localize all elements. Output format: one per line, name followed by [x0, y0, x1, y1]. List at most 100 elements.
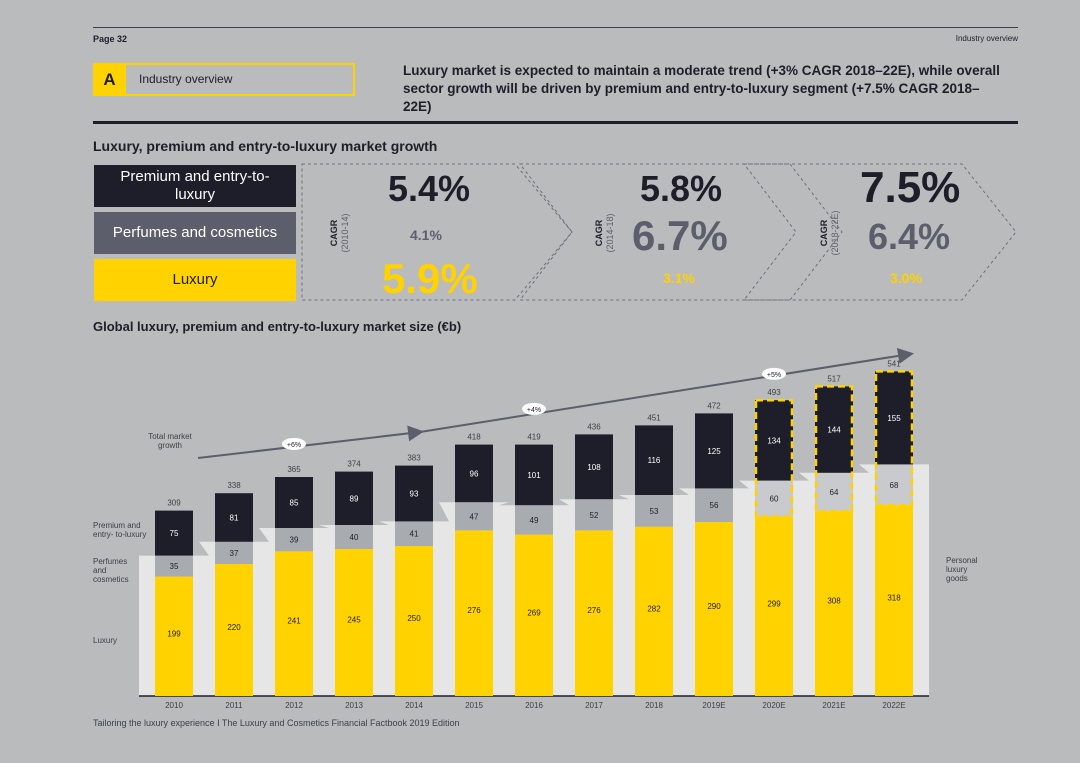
cagr-panel-3-outline: [742, 163, 1017, 301]
label-premium-value: 75: [170, 529, 179, 538]
label-category: 2018: [645, 701, 663, 710]
label-total-value: 451: [647, 413, 661, 422]
label-luxury-value: 276: [467, 606, 481, 615]
label-total-value: 418: [467, 433, 481, 442]
label-premium-value: 85: [290, 499, 299, 508]
cagr-1-premium: 5.4%: [388, 168, 471, 209]
label-category: 2020E: [762, 701, 785, 710]
label-perfumes-value: 52: [590, 511, 599, 520]
bar-premium: [335, 471, 373, 525]
label-premium-value: 108: [587, 463, 601, 472]
legend-perfumes: Perfumes and cosmetics: [94, 212, 296, 254]
label-perfumes-value: 47: [470, 512, 479, 521]
label-luxury-row: Luxury: [93, 636, 118, 645]
label-premium-value: 155: [887, 414, 901, 423]
bar-luxury: [635, 526, 673, 696]
bar-luxury: [575, 530, 613, 696]
growth-bubble-label: +6%: [287, 442, 301, 449]
label-category: 2011: [225, 701, 243, 710]
section-letter: A: [93, 63, 126, 96]
label-category: 2015: [465, 701, 483, 710]
label-luxury-value: 318: [887, 594, 901, 603]
growth-bubble: [762, 367, 786, 380]
label-premium-value: 89: [350, 494, 359, 503]
label-premium-value: 81: [230, 514, 239, 523]
label-personal-luxury: Personal luxury goods: [946, 556, 978, 583]
bar-forecast-outline: [814, 385, 854, 513]
label-total-value: 517: [827, 374, 841, 383]
bar-luxury: [395, 546, 433, 696]
legend-luxury: Luxury: [94, 259, 296, 301]
bar-perfumes: [215, 541, 253, 564]
bar-perfumes: [755, 480, 793, 517]
bar-luxury: [335, 549, 373, 696]
label-perfumes-value: 39: [290, 536, 299, 545]
cagr-3-premium: 7.5%: [860, 163, 961, 212]
page-number: Page 32: [93, 34, 128, 44]
header-section-title: Industry overview: [955, 34, 1018, 43]
bar-luxury: [515, 534, 553, 696]
cagr-2-luxury: 3.1%: [663, 270, 695, 286]
cagr-word-3: CAGR: [819, 219, 829, 247]
bar-perfumes: [395, 521, 433, 546]
cagr-label-2: CAGR (2014-18): [594, 193, 616, 273]
bar-perfumes: [275, 528, 313, 552]
label-luxury-value: 241: [287, 617, 301, 626]
bar-perfumes: [815, 472, 853, 512]
growth-bubble-label: +4%: [527, 407, 541, 414]
bar-premium: [215, 493, 253, 542]
trend-arrow-segment-2: [419, 347, 914, 433]
label-luxury-value: 276: [587, 606, 601, 615]
growth-bubble: [522, 402, 546, 415]
bar-perfumes: [455, 502, 493, 531]
label-category: 2012: [285, 701, 303, 710]
bar-perfumes: [155, 555, 193, 577]
label-perfumes-value: 40: [350, 533, 359, 542]
page-headline: Luxury market is expected to maintain a …: [403, 63, 1000, 114]
bar-labels: 199 35 75 309 2010 220 37 81 338 2011 241 39 85 365 20…: [165, 359, 905, 710]
label-premium-value: 134: [767, 436, 781, 445]
label-category: 2016: [525, 701, 543, 710]
bar-perfumes: [335, 525, 373, 549]
label-perfumes-value: 64: [830, 488, 839, 497]
bar-luxury: [755, 516, 793, 696]
label-luxury-value: 299: [767, 599, 781, 608]
label-total-value: 419: [527, 433, 541, 442]
label-premium-value: 96: [470, 469, 479, 478]
section-label: Industry overview: [139, 72, 233, 86]
growth-title: Luxury, premium and entry-to-luxury mark…: [93, 138, 438, 154]
cagr-3-perfumes: 6.4%: [868, 216, 951, 257]
label-perfumes-value: 35: [170, 562, 179, 571]
growth-bubble-label: +5%: [767, 372, 781, 379]
cagr-1-perfumes: 4.1%: [410, 227, 442, 243]
bar-perfumes: [515, 505, 553, 535]
market-size-chart: +6% +4% +5% 199 35 75 309 2010 220 37 81 338 2011 24…: [139, 347, 929, 710]
label-category: 2017: [585, 701, 603, 710]
label-category: 2014: [405, 701, 423, 710]
bar-premium: [875, 371, 913, 465]
trend-arrow: +6% +4% +5%: [197, 347, 914, 459]
bar-luxury: [275, 551, 313, 696]
label-luxury-value: 245: [347, 616, 361, 625]
bar-premium: [815, 386, 853, 473]
label-luxury-value: 308: [827, 597, 841, 606]
cagr-panel-1-outline: [301, 163, 573, 301]
label-total-growth: Total market growth: [148, 432, 192, 450]
label-premium-value: 93: [410, 490, 419, 499]
cagr-period-3: (2018-22E): [830, 210, 840, 256]
label-total-value: 309: [167, 499, 181, 508]
label-total-value: 493: [767, 388, 781, 397]
label-perfumes-value: 60: [770, 495, 779, 504]
label-total-value: 472: [707, 401, 721, 410]
bar-perfumes: [575, 499, 613, 531]
label-category: 2022E: [882, 701, 905, 710]
cagr-label-1: CAGR (2010-14): [329, 193, 351, 273]
label-perfumes-value: 41: [410, 530, 419, 539]
cagr-panel-outlines: [301, 163, 1017, 301]
label-perfumes-value: 56: [710, 501, 719, 510]
label-premium-value: 125: [707, 447, 721, 456]
label-luxury-value: 250: [407, 614, 421, 623]
cagr-label-3: CAGR (2018-22E): [819, 193, 841, 273]
cagr-panel-2-outline: [518, 163, 843, 301]
bar-luxury: [695, 522, 733, 696]
